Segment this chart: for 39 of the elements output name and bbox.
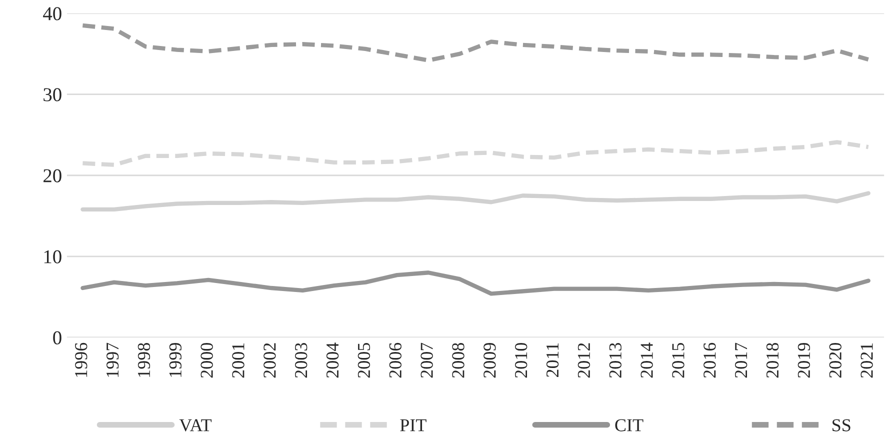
- line-series: [80, 140, 870, 167]
- y-tick-label: 40: [43, 7, 62, 20]
- x-tick-label: 2013: [609, 343, 622, 378]
- x-tick-label: 1996: [75, 342, 88, 377]
- y-tick-label: 10: [44, 250, 62, 264]
- x-tick-label: 2014: [640, 342, 653, 378]
- x-tick-label: 2008: [452, 342, 464, 378]
- x-tick-label: 2005: [358, 343, 370, 378]
- x-tick-label: 2011: [546, 343, 559, 377]
- x-tick-label: 1997: [106, 342, 119, 377]
- x-tick-label: 2020: [829, 342, 842, 378]
- legend-label: SS: [832, 419, 850, 432]
- x-tick-label: 2015: [672, 343, 684, 378]
- line-series: [80, 191, 870, 212]
- y-tick-label: 30: [44, 88, 62, 102]
- x-tick-label: 2019: [798, 343, 810, 378]
- line-series: [80, 270, 870, 296]
- y-tick-label: 0: [53, 331, 62, 344]
- x-tick-label: 2010: [514, 342, 528, 378]
- x-tick-label: 2012: [578, 343, 590, 378]
- x-tick-label: 2002: [264, 343, 276, 378]
- x-tick-label: 1998: [138, 342, 150, 377]
- x-tick-label: 2021: [860, 343, 873, 378]
- x-tick-label: 2003: [295, 343, 308, 378]
- x-tick-label: 2006: [389, 342, 402, 378]
- legend-label: PIT: [400, 419, 426, 432]
- y-tick-label: 20: [44, 169, 62, 182]
- x-tick-label: 2018: [766, 342, 779, 378]
- legend-label: VAT: [179, 419, 212, 432]
- x-tick-label: 2016: [704, 342, 716, 378]
- x-tick-label: 2001: [232, 343, 244, 378]
- x-tick-label: 1999: [169, 343, 182, 377]
- x-tick-label: 2017: [734, 342, 748, 378]
- x-tick-label: 2009: [484, 343, 496, 378]
- x-tick-label: 2007: [420, 342, 433, 378]
- x-tick-label: 2004: [326, 342, 339, 378]
- line-series: [80, 23, 870, 62]
- legend-label: CIT: [615, 419, 644, 432]
- x-tick-label: 2000: [200, 342, 213, 378]
